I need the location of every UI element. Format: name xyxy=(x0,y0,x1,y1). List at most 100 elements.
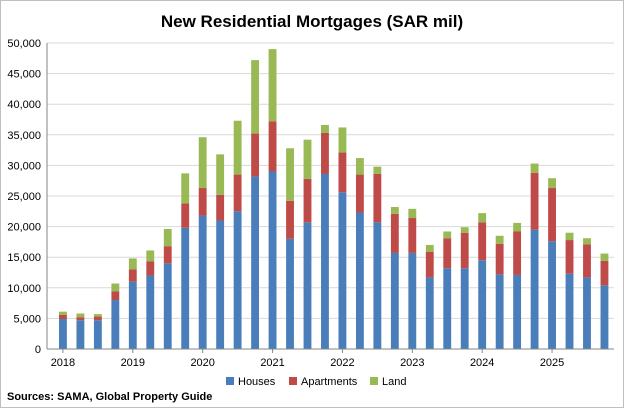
bar-segment-apartments xyxy=(408,218,417,253)
bar-segment-houses xyxy=(303,222,312,349)
bar-segment-houses xyxy=(111,300,120,349)
bar-segment-land xyxy=(128,258,137,270)
x-tick-label: 2023 xyxy=(400,357,424,369)
x-tick-label: 2021 xyxy=(260,357,284,369)
legend-swatch xyxy=(370,377,378,385)
bar-segment-houses xyxy=(128,281,137,349)
bar-segment-land xyxy=(198,137,207,189)
bar-segment-apartments xyxy=(478,222,487,261)
bar-segment-houses xyxy=(321,173,329,349)
y-tick-label: 10,000 xyxy=(7,283,41,295)
bar-segment-apartments xyxy=(443,238,452,269)
bar-segment-apartments xyxy=(373,173,382,223)
bar-segment-land xyxy=(286,148,294,201)
legend-item-houses: Houses xyxy=(226,376,276,388)
bar-segment-apartments xyxy=(321,132,329,174)
bar-segment-apartments xyxy=(565,240,574,274)
bar-segment-land xyxy=(181,173,190,204)
bars xyxy=(59,49,609,349)
bar-segment-land xyxy=(146,250,155,262)
bar-segment-houses xyxy=(233,211,242,349)
bar-segment-land xyxy=(548,178,556,189)
bar-segment-land xyxy=(583,238,591,245)
legend-item-land: Land xyxy=(370,376,406,388)
bar-segment-land xyxy=(216,154,225,195)
bar-segment-apartments xyxy=(355,174,364,213)
bar-segment-land xyxy=(443,231,452,239)
bar-segment-houses xyxy=(59,319,67,349)
bar-segment-apartments xyxy=(600,260,609,286)
bar-segment-apartments xyxy=(181,203,190,228)
bar-segment-land xyxy=(111,283,120,292)
bar-segment-apartments xyxy=(146,261,155,276)
x-tick-label: 2025 xyxy=(540,357,564,369)
bar-segment-houses xyxy=(76,320,85,349)
bar-segment-apartments xyxy=(530,172,539,230)
bar-segment-houses xyxy=(530,229,539,349)
bar-segment-apartments xyxy=(286,200,294,239)
bar-segment-apartments xyxy=(460,232,469,269)
bar-segment-apartments xyxy=(59,314,67,320)
bar-segment-apartments xyxy=(251,133,260,177)
x-tick-label: 2024 xyxy=(470,357,494,369)
bar-segment-land xyxy=(600,253,609,261)
y-tick-label: 50,000 xyxy=(7,38,41,50)
bar-segment-land xyxy=(233,120,242,175)
bar-segment-houses xyxy=(495,274,504,349)
bar-segment-land xyxy=(495,235,504,244)
bar-segment-houses xyxy=(286,238,294,349)
bar-segment-land xyxy=(478,213,487,223)
bar-segment-land xyxy=(321,125,329,133)
bar-segment-houses xyxy=(251,176,260,349)
bar-segment-houses xyxy=(146,275,155,349)
bar-segment-apartments xyxy=(338,152,347,193)
bar-segment-land xyxy=(355,158,364,175)
bar-segment-houses xyxy=(548,241,556,349)
bar-segment-apartments xyxy=(583,244,591,278)
x-tick-label: 2018 xyxy=(51,357,75,369)
bar-segment-land xyxy=(163,229,172,247)
bar-segment-houses xyxy=(181,227,190,349)
bar-segment-houses xyxy=(355,212,364,349)
y-tick-label: 40,000 xyxy=(7,99,41,111)
bar-segment-apartments xyxy=(216,194,225,221)
bar-segment-houses xyxy=(373,222,382,349)
bar-segment-apartments xyxy=(390,213,399,253)
y-tick-label: 30,000 xyxy=(7,160,41,172)
bar-segment-land xyxy=(408,208,417,219)
bar-segment-land xyxy=(390,207,399,214)
bar-segment-land xyxy=(425,244,434,252)
bar-segment-apartments xyxy=(233,174,242,212)
bar-segment-land xyxy=(460,227,469,233)
bar-segment-houses xyxy=(478,260,487,349)
bar-segment-apartments xyxy=(548,188,556,242)
bar-segment-houses xyxy=(163,263,172,349)
legend: Houses Apartments Land xyxy=(226,376,406,388)
bar-segment-houses xyxy=(600,285,609,349)
bar-segment-houses xyxy=(198,215,207,349)
y-tick-label: 20,000 xyxy=(7,222,41,234)
y-tick-label: 45,000 xyxy=(7,69,41,81)
y-tick-label: 0 xyxy=(35,344,41,356)
bar-segment-apartments xyxy=(111,291,120,301)
y-tick-label: 25,000 xyxy=(7,191,41,203)
bar-segment-houses xyxy=(93,320,102,349)
bar-segment-apartments xyxy=(93,316,102,321)
bar-segment-land xyxy=(59,311,67,315)
bar-segment-land xyxy=(338,127,347,153)
legend-label: Houses xyxy=(238,376,276,388)
bar-segment-land xyxy=(565,232,574,241)
bar-segment-apartments xyxy=(495,243,504,275)
bar-segment-houses xyxy=(338,192,347,349)
bar-segment-land xyxy=(268,49,277,122)
legend-swatch xyxy=(226,377,234,385)
bar-segment-apartments xyxy=(128,269,137,282)
bar-segment-houses xyxy=(390,252,399,349)
bar-segment-houses xyxy=(513,274,522,349)
bar-segment-land xyxy=(251,60,260,134)
bar-segment-apartments xyxy=(76,317,85,321)
bar-segment-apartments xyxy=(163,246,172,264)
bar-segment-apartments xyxy=(513,231,522,275)
bar-segment-houses xyxy=(216,220,225,349)
